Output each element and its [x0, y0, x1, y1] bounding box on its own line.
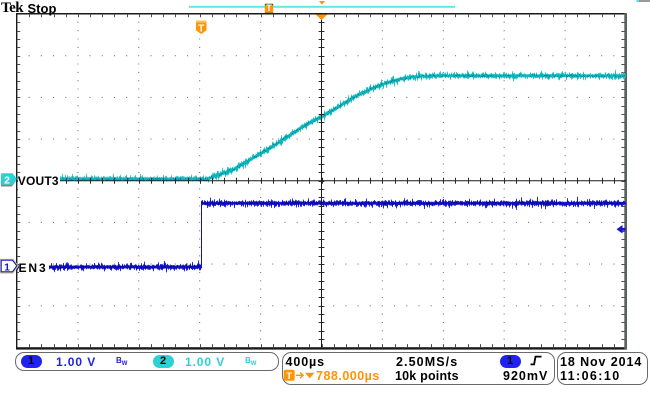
svg-text:1: 1 — [4, 261, 10, 273]
svg-text:2: 2 — [4, 174, 10, 186]
svg-text:T: T — [286, 371, 292, 382]
svg-text:T: T — [266, 3, 272, 13]
svg-text:T: T — [198, 22, 205, 34]
